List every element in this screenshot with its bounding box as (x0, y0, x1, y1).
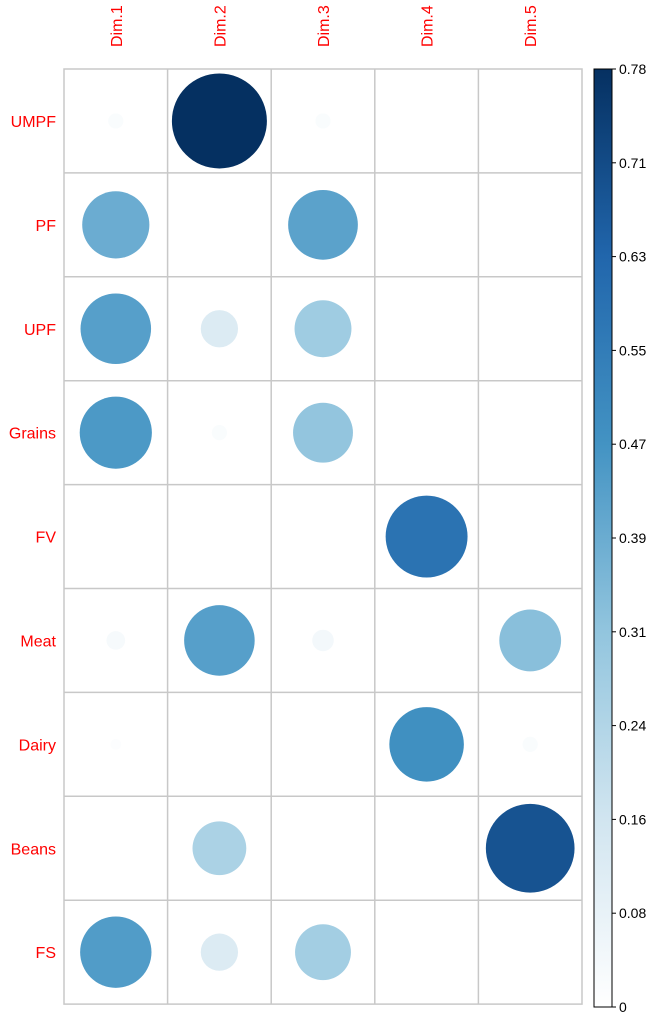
circle-upf-dim2 (200, 310, 239, 348)
row-label-grains: Grains (9, 426, 56, 443)
circle-fv-dim4 (385, 495, 468, 578)
row-label-umpf: UMPF (11, 114, 57, 131)
circle-umpf-dim2 (171, 73, 267, 169)
colorbar-tick-label: 0.47 (619, 436, 646, 452)
colorbar-tick-label: 0 (619, 999, 627, 1015)
row-label-pf: PF (36, 218, 57, 235)
colorbar-tick-label: 0.31 (619, 624, 646, 640)
row-label-fv: FV (36, 530, 57, 547)
column-label-dim5: Dim.5 (523, 5, 540, 47)
colorbar-tick-label: 0.08 (619, 905, 646, 921)
circle-fs-dim3 (295, 924, 351, 981)
column-label-dim2: Dim.2 (212, 5, 229, 47)
circle-beans-dim2 (192, 821, 247, 876)
circle-pf-dim1 (82, 191, 150, 259)
column-labels: Dim.1 Dim.2 Dim.3 Dim.4 Dim.5 (109, 5, 540, 47)
row-labels: UMPF PF UPF Grains FV Meat Dairy Beans FS (9, 114, 57, 962)
circle-meat-dim5 (499, 609, 562, 672)
plot-grid (63, 68, 583, 1005)
colorbar-tick-label: 0.24 (619, 718, 646, 734)
circle-grains-dim2 (211, 425, 228, 441)
row-label-upf: UPF (24, 322, 56, 339)
circle-upf-dim1 (80, 293, 152, 365)
circle-dairy-dim4 (389, 707, 464, 782)
circle-umpf-dim3 (315, 113, 331, 129)
colorbar-tick-label: 0.16 (619, 811, 646, 827)
row-label-beans: Beans (11, 841, 56, 858)
row-label-dairy: Dairy (19, 737, 56, 754)
colorbar: 0.78 0.71 0.63 0.55 0.47 0.39 0.31 0.24 0.16 0.08… (593, 61, 646, 1015)
column-label-dim4: Dim.4 (420, 5, 437, 47)
circle-grains-dim3 (293, 402, 353, 463)
circle-meat-dim1 (106, 631, 126, 650)
circle-beans-dim5 (485, 803, 575, 893)
circle-grains-dim1 (79, 396, 152, 469)
colorbar-tick-label: 0.71 (619, 155, 646, 171)
circle-meat-dim3 (312, 629, 334, 652)
circle-umpf-dim1 (108, 113, 124, 129)
colorbar-gradient (593, 68, 613, 1008)
colorbar-tick-label: 0.63 (619, 249, 646, 265)
column-label-dim1: Dim.1 (109, 5, 126, 47)
row-label-fs: FS (36, 945, 56, 962)
column-label-dim3: Dim.3 (316, 5, 333, 47)
circle-meat-dim2 (184, 605, 255, 676)
grid-border (63, 68, 583, 1005)
circle-marks (79, 73, 575, 988)
circle-dairy-dim1 (110, 738, 122, 750)
circle-dairy-dim5 (522, 736, 538, 752)
circle-fs-dim1 (80, 916, 152, 988)
colorbar-tick-label: 0.78 (619, 61, 646, 77)
circle-upf-dim3 (294, 300, 352, 358)
colorbar-tick-label: 0.55 (619, 342, 646, 358)
row-label-meat: Meat (20, 633, 56, 650)
colorbar-tick-label: 0.39 (619, 530, 646, 546)
circle-pf-dim3 (288, 189, 358, 260)
circle-fs-dim2 (200, 933, 239, 971)
